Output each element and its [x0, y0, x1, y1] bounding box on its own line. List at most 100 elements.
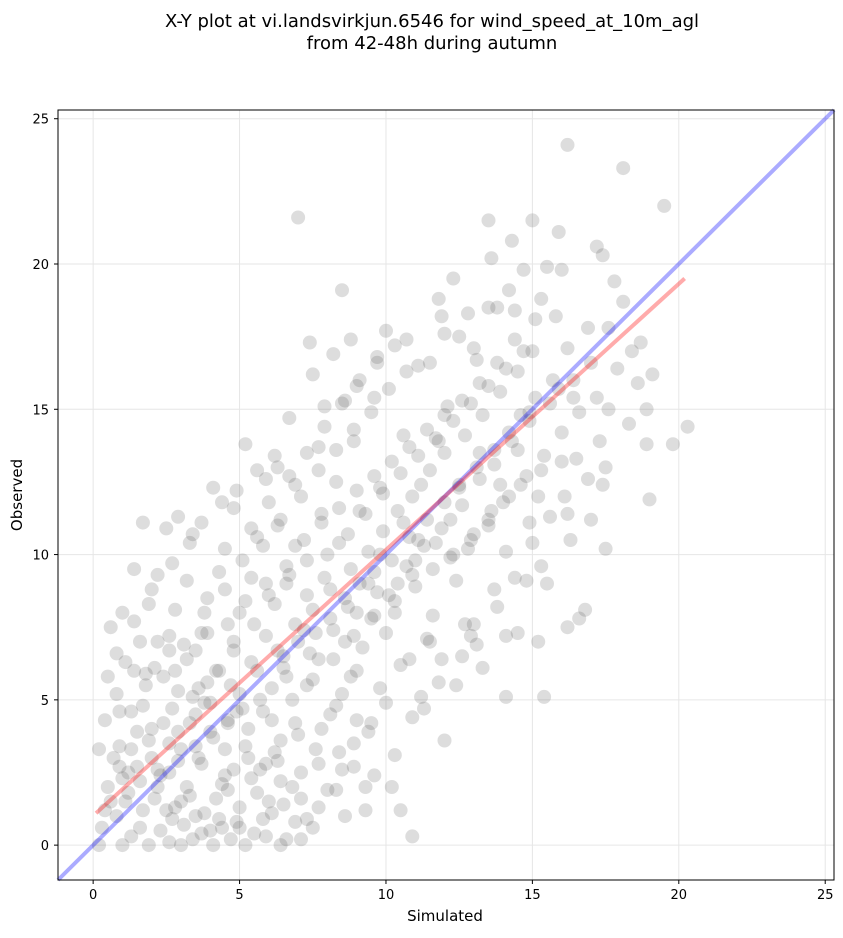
data-point: [294, 832, 308, 847]
data-point: [226, 634, 241, 649]
data-point: [338, 591, 352, 606]
data-point: [135, 515, 150, 530]
grid-lines: [58, 110, 834, 880]
data-point: [414, 689, 429, 704]
data-point: [425, 608, 440, 623]
data-point: [156, 669, 171, 684]
data-point: [417, 538, 431, 553]
data-point: [100, 669, 115, 684]
data-point: [311, 463, 326, 478]
data-point: [291, 634, 306, 649]
data-point: [185, 689, 200, 704]
data-point: [607, 274, 622, 289]
data-point: [481, 518, 496, 533]
data-point: [493, 384, 508, 399]
data-point: [507, 303, 522, 318]
data-point: [226, 643, 241, 658]
data-point: [563, 533, 578, 547]
data-point: [335, 283, 349, 298]
data-point: [367, 565, 382, 579]
data-point: [399, 332, 414, 347]
data-point: [390, 576, 405, 591]
data-point: [258, 472, 273, 486]
data-point: [481, 512, 496, 527]
data-point: [376, 486, 390, 501]
data-point: [215, 820, 229, 835]
data-point: [633, 335, 648, 350]
data-point: [124, 829, 139, 844]
data-point: [153, 823, 168, 838]
data-point: [261, 495, 276, 510]
data-point: [422, 355, 437, 370]
data-point: [405, 567, 420, 582]
data-point: [338, 393, 352, 408]
data-point: [100, 780, 115, 794]
data-point: [346, 434, 361, 449]
data-point: [335, 396, 349, 411]
data-point: [162, 628, 177, 643]
data-point: [437, 733, 452, 748]
data-point: [349, 605, 364, 620]
data-point: [217, 768, 232, 783]
data-point: [299, 588, 314, 603]
data-point: [279, 832, 294, 847]
data-point: [560, 341, 575, 356]
data-point: [329, 443, 344, 457]
data-point: [168, 800, 183, 815]
data-point: [288, 538, 303, 553]
data-point: [443, 512, 458, 527]
data-point: [285, 780, 300, 794]
data-point: [525, 213, 540, 228]
data-point: [642, 492, 657, 507]
data-point: [384, 780, 399, 794]
data-point: [182, 716, 197, 731]
data-point: [343, 562, 358, 577]
data-point: [215, 495, 229, 510]
data-point: [340, 599, 355, 614]
data-point: [299, 553, 314, 568]
data-point: [461, 306, 475, 321]
data-point: [475, 660, 490, 675]
data-point: [387, 594, 402, 609]
data-point: [434, 309, 449, 324]
data-point: [463, 533, 478, 547]
data-point: [317, 399, 332, 414]
data-point: [346, 422, 361, 437]
data-point: [639, 437, 654, 452]
data-point: [291, 210, 306, 225]
data-point: [171, 724, 186, 739]
data-point: [502, 489, 516, 504]
data-point: [490, 355, 505, 370]
data-point: [273, 512, 288, 527]
data-point: [560, 620, 575, 635]
data-point: [241, 721, 256, 736]
data-point: [364, 716, 379, 731]
data-point: [112, 704, 127, 719]
data-point: [94, 820, 109, 835]
data-point: [138, 678, 153, 693]
data-point: [185, 527, 200, 542]
data-point: [414, 477, 429, 492]
data-point: [188, 643, 203, 658]
data-point: [396, 428, 411, 443]
data-point: [537, 689, 552, 704]
y-tick-label: 0: [41, 839, 49, 854]
data-point: [124, 704, 139, 719]
data-point: [162, 736, 177, 751]
data-point: [428, 431, 443, 446]
data-point: [566, 373, 581, 388]
data-point: [466, 527, 481, 542]
data-point: [250, 463, 265, 478]
axis-ticks: 0 5 10 15 20 25 0 5 10 15 20 25: [32, 113, 833, 903]
data-point: [311, 440, 326, 455]
data-point: [481, 379, 496, 393]
data-point: [323, 707, 338, 722]
data-point: [502, 283, 516, 298]
data-point: [472, 472, 487, 486]
data-point: [220, 713, 235, 728]
data-point: [168, 602, 183, 617]
data-point: [133, 820, 147, 835]
data-point: [188, 739, 203, 754]
data-point: [373, 480, 388, 495]
